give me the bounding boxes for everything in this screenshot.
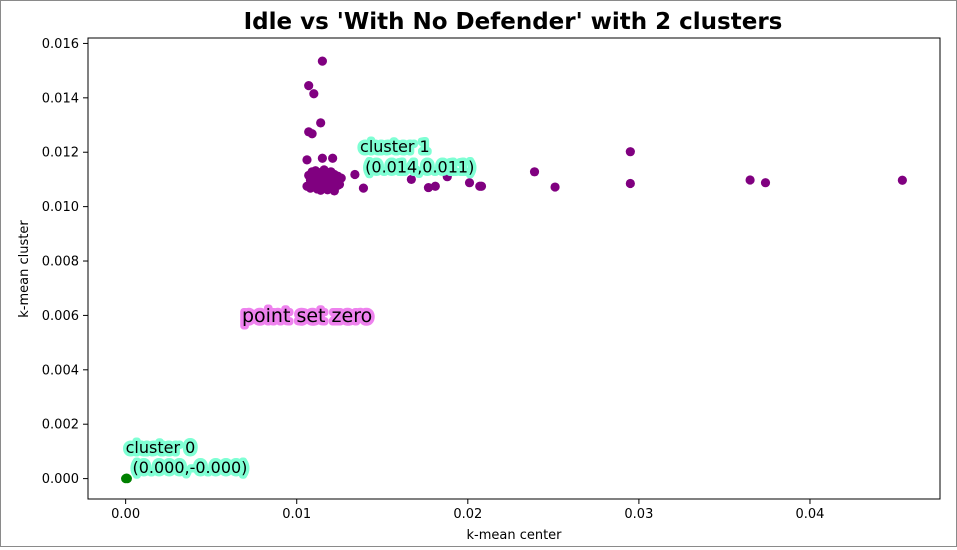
x-axis-label: k-mean center <box>466 528 562 543</box>
scatter-point-series-0 <box>550 182 560 192</box>
y-tick-label: 0.010 <box>42 200 79 215</box>
scatter-point-series-0 <box>307 129 317 139</box>
chart-title: Idle vs 'With No Defender' with 2 cluste… <box>244 9 783 35</box>
y-axis: 0.000 0.002 0.004 0.006 0.008 0.010 0.012 0.014… <box>42 37 88 487</box>
scatter-point-series-0 <box>317 56 327 66</box>
scatter-point-series-0 <box>314 180 324 190</box>
x-tick-label: 0.01 <box>282 507 311 522</box>
annotation-label: cluster 0 <box>126 438 196 457</box>
x-tick-label: 0.03 <box>624 507 653 522</box>
scatter-point-series-0 <box>321 180 331 191</box>
scatter-point-series-0 <box>760 178 771 188</box>
x-tick-label: 0.00 <box>111 507 140 522</box>
scatter-point-series-0 <box>316 118 326 128</box>
x-axis: 0.00 0.01 0.02 0.03 0.04 <box>111 499 824 522</box>
data-points <box>121 56 907 484</box>
y-tick-label: 0.000 <box>42 472 79 487</box>
y-tick-label: 0.002 <box>42 418 79 433</box>
scatter-point-series-0 <box>302 155 312 165</box>
y-tick-label: 0.004 <box>42 363 79 378</box>
scatter-point-series-0 <box>350 169 360 180</box>
scatter-point-series-0 <box>406 174 416 185</box>
scatter-point-series-0 <box>304 80 314 91</box>
scatter-point-series-0 <box>464 178 475 188</box>
scatter-point-series-1 <box>122 474 132 484</box>
scatter-point-series-0 <box>324 173 334 183</box>
annotations: cluster 1 (0.014,0.011) cluster 0(0.000,-0… <box>122 134 478 481</box>
plot-area-frame <box>87 37 941 500</box>
scatter-point-series-0 <box>358 183 369 193</box>
scatter-point-series-0 <box>317 172 327 182</box>
scatter-point-series-0 <box>897 175 907 185</box>
scatter-point-series-0 <box>317 153 327 163</box>
scatter-point-series-0 <box>442 172 452 182</box>
scatter-point-series-0 <box>329 186 339 196</box>
y-tick-label: 0.012 <box>42 146 79 161</box>
scatter-point-series-0 <box>745 175 755 185</box>
annotation-label: (0.014,0.011) <box>365 158 474 177</box>
y-tick-label: 0.014 <box>42 91 79 106</box>
scatter-point-series-0 <box>625 178 635 189</box>
scatter-point-series-0 <box>625 147 635 157</box>
scatter-point-series-0 <box>328 153 338 163</box>
annotation-label: cluster 1 <box>360 137 430 156</box>
y-tick-label: 0.008 <box>42 255 79 270</box>
y-tick-label: 0.006 <box>42 309 79 324</box>
annotation-label: point set zero <box>242 305 372 327</box>
scatter-point-series-0 <box>476 181 487 191</box>
y-axis-label: k-mean cluster <box>17 220 32 318</box>
scatter-point-series-0 <box>423 182 434 193</box>
x-tick-label: 0.04 <box>795 507 824 522</box>
annotation-label: (0.000,-0.000) <box>132 458 247 477</box>
y-tick-label: 0.016 <box>42 37 79 52</box>
scatter-point-series-0 <box>430 181 440 191</box>
scatter-point-series-0 <box>309 89 319 99</box>
x-tick-label: 0.02 <box>453 507 482 522</box>
scatter-point-series-0 <box>529 167 540 177</box>
